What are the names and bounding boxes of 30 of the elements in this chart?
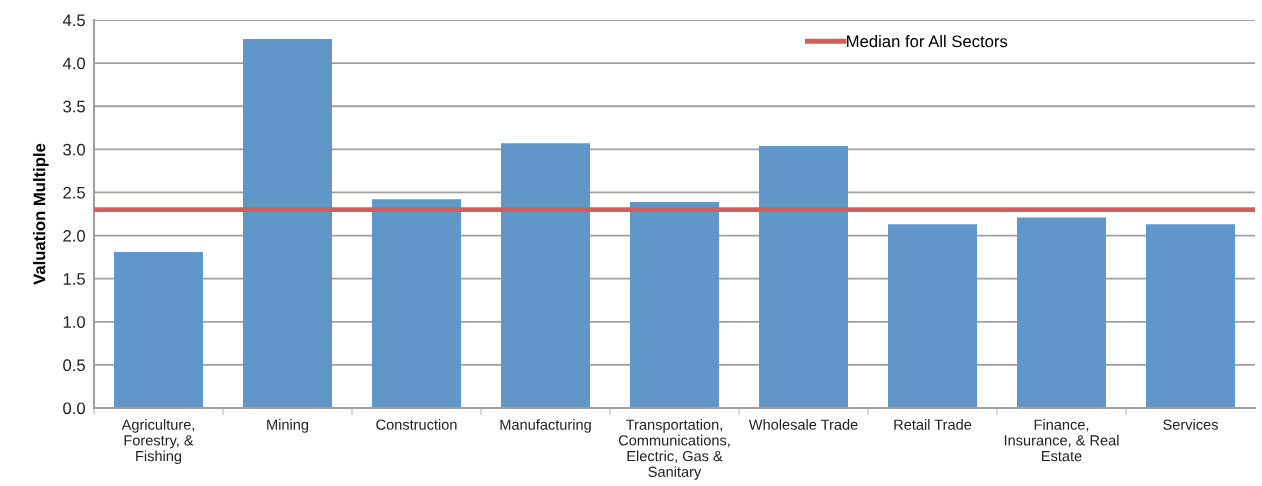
bar xyxy=(371,199,461,408)
bar xyxy=(629,201,719,408)
x-tick-label: Services xyxy=(1163,419,1218,430)
bar xyxy=(500,143,590,408)
x-tick-label: Wholesale Trade xyxy=(748,419,858,430)
y-tick-label: 1.5 xyxy=(63,273,85,285)
y-tick-label: 2.0 xyxy=(63,229,86,242)
x-tick-label: Mining xyxy=(267,419,309,433)
y-tick-label: 4.5 xyxy=(62,14,85,27)
x-tick-label: Construction xyxy=(376,419,457,430)
bar xyxy=(887,224,977,408)
bar xyxy=(1145,224,1235,408)
x-tick-label: Retail Trade xyxy=(894,419,972,430)
y-axis-title: Valuation Multiple xyxy=(33,143,49,285)
y-tick-label: 4.0 xyxy=(62,57,86,70)
y-tick-label: 0.5 xyxy=(63,359,85,372)
bar xyxy=(114,251,204,408)
bar xyxy=(1016,217,1106,408)
x-tick-label: Agriculture, Forestry, & Fishing xyxy=(121,419,195,465)
y-tick-label: 1.0 xyxy=(63,316,86,328)
y-tick-label: 0.0 xyxy=(63,402,86,415)
x-tick-label: Finance, Insurance, & Real Estate xyxy=(1004,419,1119,462)
x-tick-label: Transportation, Communications, Electric, Gas & Sanitary xyxy=(618,419,730,480)
bar xyxy=(758,145,848,408)
x-tick-label: Manufacturing xyxy=(500,419,591,433)
y-tick-label: 3.0 xyxy=(63,143,86,156)
bar xyxy=(243,38,333,408)
legend-label: Median for All Sectors xyxy=(847,35,1008,48)
y-tick-label: 2.5 xyxy=(63,186,85,199)
y-tick-label: 3.5 xyxy=(63,100,85,113)
